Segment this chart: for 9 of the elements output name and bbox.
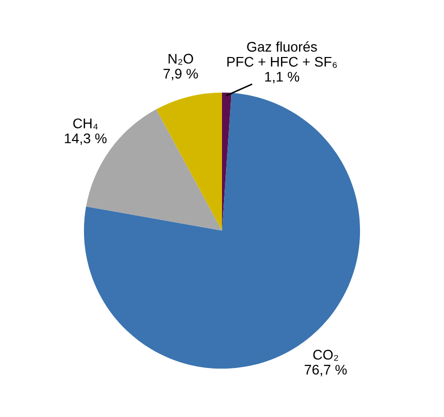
data-label: 7,9 %: [164, 68, 198, 80]
data-label: 76,7 %: [304, 364, 347, 376]
data-label: 1,1 %: [265, 72, 300, 84]
data-label: 14,3 %: [64, 133, 107, 145]
slice-label: CH₄: [73, 118, 98, 130]
pie-slice: [156, 92, 222, 231]
slice-label: N₂O: [168, 54, 194, 65]
slice-label: Gaz fluorés PFC + HFC + SF₆: [227, 41, 337, 68]
slice-label: CO₂: [313, 350, 338, 361]
